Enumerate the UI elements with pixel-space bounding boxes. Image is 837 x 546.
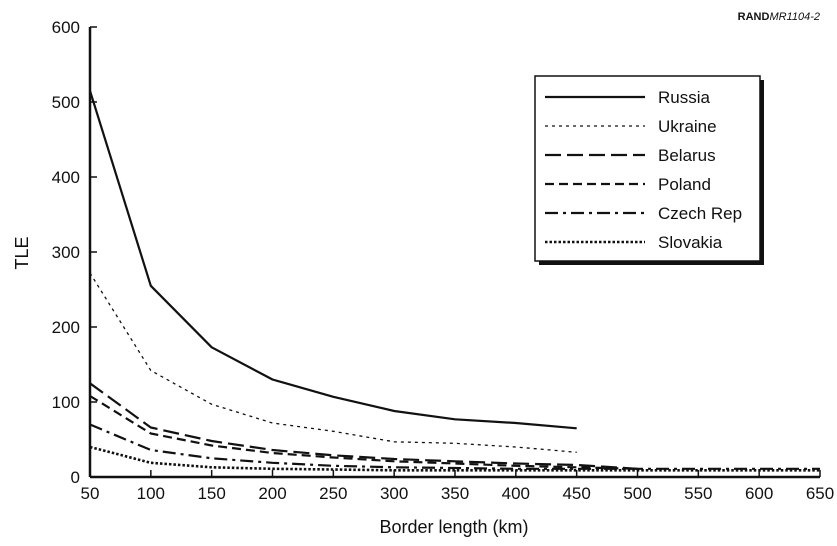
- legend-box: [534, 75, 761, 262]
- legend-label: Czech Rep: [658, 204, 742, 223]
- x-tick-label: 550: [684, 484, 712, 503]
- legend: Russia Ukraine Belarus Poland Czech Rep Slova…: [534, 75, 764, 265]
- y-tick-label: 0: [71, 468, 80, 487]
- y-tick-label: 600: [52, 18, 80, 37]
- credit-prefix: RAND: [738, 11, 770, 23]
- legend-label: Ukraine: [658, 117, 717, 136]
- series-line-belarus: [89, 382, 638, 470]
- axes: 0 100 200 300 400 500 600 50 100 150 200 250 300 350 4…: [52, 18, 835, 503]
- series-line-russia: [88, 90, 577, 430]
- x-tick-label: 450: [562, 484, 590, 503]
- y-tick-label: 500: [52, 93, 80, 112]
- x-tick-label: 350: [441, 484, 469, 503]
- credit-suffix: MR1104-2: [769, 11, 820, 23]
- legend-label: Poland: [658, 175, 711, 194]
- x-tick-label: 100: [137, 484, 165, 503]
- figure-credit: RANDMR1104-2: [738, 11, 820, 23]
- x-tick-label: 150: [197, 484, 225, 503]
- y-axis-title: TLE: [12, 236, 32, 269]
- legend-label: Slovakia: [658, 233, 723, 252]
- series-line-poland: [89, 395, 638, 470]
- y-tick-label: 200: [52, 318, 80, 337]
- x-tick-label: 500: [623, 484, 651, 503]
- y-tick-label: 100: [52, 393, 80, 412]
- y-tick-label: 400: [52, 168, 80, 187]
- x-tick-label: 50: [81, 484, 100, 503]
- legend-label: Belarus: [658, 146, 716, 165]
- y-tick-label: 300: [52, 243, 80, 262]
- series-line-ukraine: [89, 272, 577, 453]
- x-axis-title: Border length (km): [379, 517, 528, 537]
- x-tick-label: 400: [502, 484, 530, 503]
- series-line-slovakia: [89, 445, 820, 472]
- x-tick-label: 650: [806, 484, 834, 503]
- x-tick-label: 250: [319, 484, 347, 503]
- x-tick-label: 600: [745, 484, 773, 503]
- x-tick-label: 300: [380, 484, 408, 503]
- plot-area: [88, 90, 820, 472]
- x-tick-label: 200: [258, 484, 286, 503]
- series-line-czech-rep: [89, 423, 820, 470]
- legend-label: Russia: [658, 88, 711, 107]
